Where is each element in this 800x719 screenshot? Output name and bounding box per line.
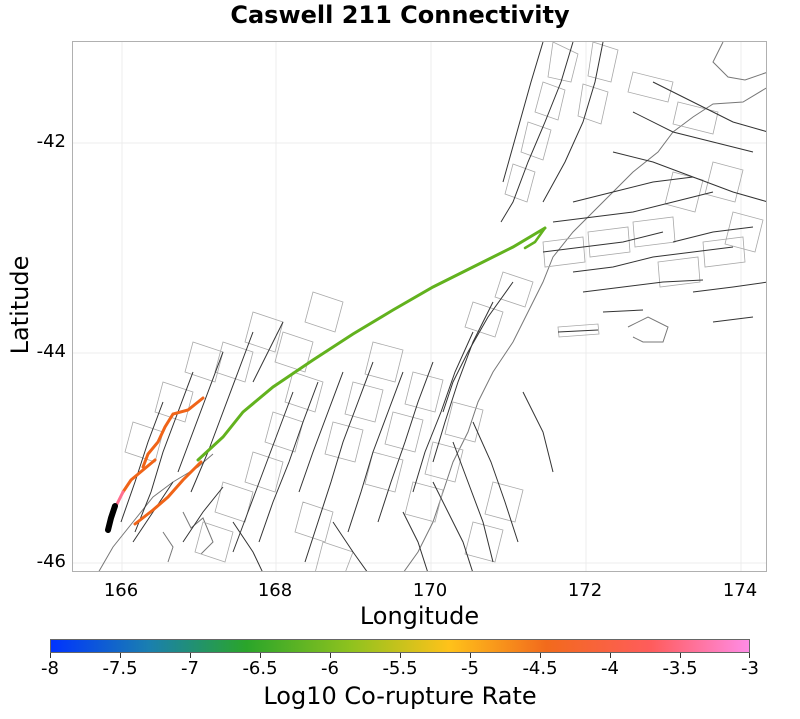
colorbar-tick-label: -6.5 [242,658,278,679]
corupture-segments [105,226,547,533]
colorbar-tick-label: -7.5 [102,658,138,679]
colorbar-tick-mark [470,653,471,658]
fault-map [73,42,766,571]
orange-segment-west-3 [121,458,157,494]
colorbar-tick-label: -4 [601,658,619,679]
colorbar-label: Log10 Co-rupture Rate [263,682,537,710]
colorbar-tick-mark [400,653,401,658]
colorbar-tick-mark [749,653,750,658]
orange-segment-west-1 [141,396,205,469]
colorbar-tick-label: -5.5 [382,658,418,679]
colorbar-tick-mark [260,653,261,658]
colorbar-tick-label: -3.5 [662,658,698,679]
colorbar-tick-mark [330,653,331,658]
colorbar-tick-mark [190,653,191,658]
fault-traces [120,42,766,571]
colorbar-tick-mark [610,653,611,658]
green-branch [523,226,547,250]
colorbar-tick-label: -4.5 [522,658,558,679]
x-tick-label: 166 [103,580,139,601]
x-tick-label: 174 [722,580,758,601]
source-segment [105,503,118,533]
map-plot-area[interactable] [72,41,767,572]
x-axis-label: Longitude [359,602,480,630]
colorbar-tick-label: -7 [181,658,199,679]
x-tick-label: 172 [567,580,603,601]
colorbar [50,639,750,653]
y-tick-label: -42 [36,131,66,152]
colorbar-tick-mark [540,653,541,658]
y-axis-label: Latitude [6,255,34,355]
colorbar-tick-label: -6 [321,658,339,679]
coastline [98,42,766,571]
colorbar-tick-mark [50,653,51,658]
colorbar-tick-label: -5 [461,658,479,679]
orange-segment-west-2 [133,460,203,526]
green-segment [196,226,547,462]
grid-lines [73,42,766,571]
y-tick-label: -46 [36,551,66,572]
colorbar-tick-label: -3 [741,658,759,679]
colorbar-tick-label: -8 [41,658,59,679]
x-tick-label: 170 [412,580,448,601]
y-tick-label: -44 [36,341,66,362]
trace-boxes [124,42,764,571]
x-tick-label: 168 [257,580,293,601]
map-title: Caswell 211 Connectivity [230,1,570,29]
colorbar-tick-mark [680,653,681,658]
colorbar-tick-mark [120,653,121,658]
